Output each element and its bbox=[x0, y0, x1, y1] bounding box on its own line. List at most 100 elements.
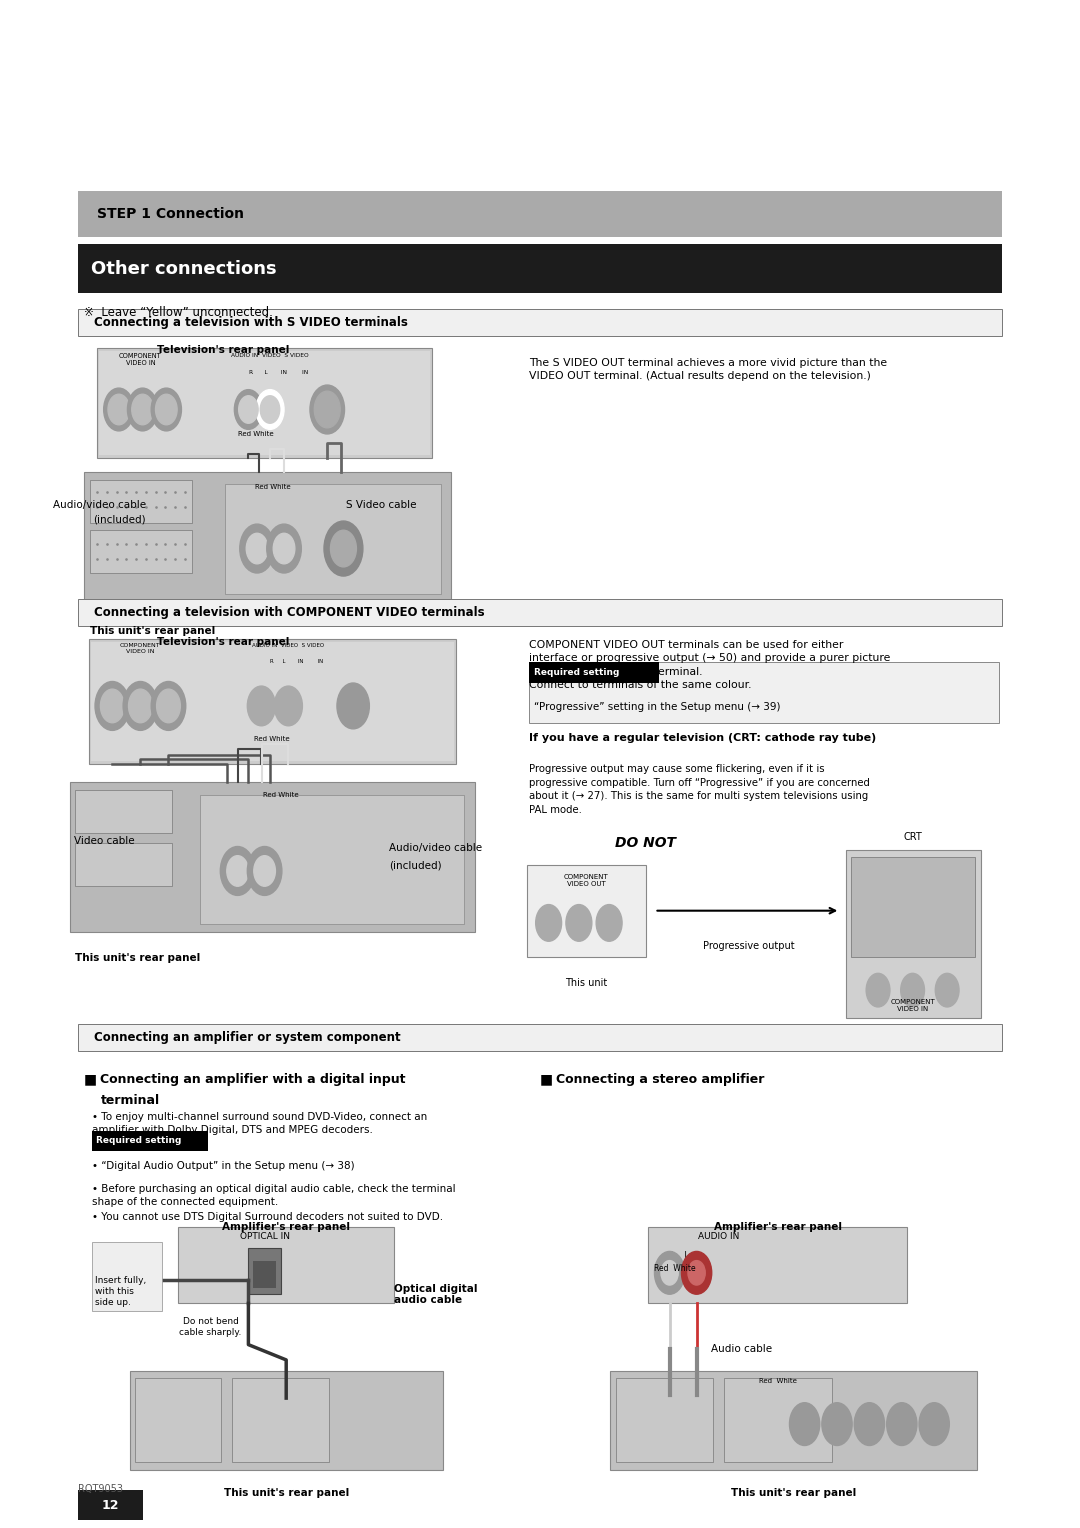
Circle shape bbox=[314, 391, 340, 428]
Circle shape bbox=[227, 856, 248, 886]
Bar bbox=[232, 1378, 329, 1462]
Text: AUDIO IN  VIDEO  S VIDEO: AUDIO IN VIDEO S VIDEO bbox=[231, 353, 309, 358]
Text: Connecting an amplifier with a digital input: Connecting an amplifier with a digital i… bbox=[100, 1073, 406, 1086]
Text: COMPONENT
VIDEO IN: COMPONENT VIDEO IN bbox=[120, 643, 161, 654]
Circle shape bbox=[260, 396, 280, 423]
Circle shape bbox=[789, 1403, 820, 1445]
Circle shape bbox=[661, 1261, 678, 1285]
Text: Progressive output may cause some flickering, even if it is
progressive compatib: Progressive output may cause some flicke… bbox=[529, 764, 870, 814]
Bar bbox=[529, 662, 659, 683]
Text: CRT: CRT bbox=[903, 831, 922, 842]
Circle shape bbox=[919, 1403, 949, 1445]
Circle shape bbox=[108, 394, 130, 425]
Circle shape bbox=[151, 681, 186, 730]
Text: Television's rear panel: Television's rear panel bbox=[157, 345, 289, 356]
Circle shape bbox=[256, 390, 284, 429]
Text: • You cannot use DTS Digital Surround decoders not suited to DVD.: • You cannot use DTS Digital Surround de… bbox=[92, 1212, 443, 1222]
Text: • To enjoy multi-channel surround sound DVD-Video, connect an
amplifier with Dol: • To enjoy multi-channel surround sound … bbox=[92, 1112, 427, 1135]
Circle shape bbox=[566, 905, 592, 941]
Text: If you have a regular television (CRT: cathode ray tube): If you have a regular television (CRT: c… bbox=[529, 733, 877, 744]
Text: Red White: Red White bbox=[264, 792, 298, 798]
Text: (included): (included) bbox=[93, 515, 146, 526]
Circle shape bbox=[273, 533, 295, 564]
Bar bbox=[90, 480, 192, 523]
Text: ※  Leave “Yellow” unconnected.: ※ Leave “Yellow” unconnected. bbox=[84, 306, 273, 319]
Bar bbox=[78, 1490, 143, 1520]
Circle shape bbox=[151, 388, 181, 431]
Circle shape bbox=[234, 390, 262, 429]
Text: R     L       IN        IN: R L IN IN bbox=[270, 659, 324, 663]
Text: This unit's rear panel: This unit's rear panel bbox=[90, 626, 215, 637]
Bar bbox=[846, 850, 981, 1018]
Bar bbox=[529, 662, 999, 723]
Text: • “Digital Audio Output” in the Setup menu (→ 38): • “Digital Audio Output” in the Setup me… bbox=[92, 1161, 354, 1172]
Circle shape bbox=[935, 973, 959, 1007]
Text: Audio/video cable: Audio/video cable bbox=[389, 843, 482, 854]
Circle shape bbox=[95, 681, 130, 730]
Bar bbox=[78, 309, 1002, 336]
Text: (included): (included) bbox=[389, 860, 442, 871]
Text: COMPONENT
VIDEO OUT: COMPONENT VIDEO OUT bbox=[564, 874, 609, 888]
Text: 12: 12 bbox=[102, 1499, 119, 1511]
Text: Do not bend
cable sharply.: Do not bend cable sharply. bbox=[179, 1317, 242, 1337]
Circle shape bbox=[239, 396, 258, 423]
Text: This unit's rear panel: This unit's rear panel bbox=[75, 953, 200, 964]
Circle shape bbox=[324, 521, 363, 576]
Text: DO NOT: DO NOT bbox=[616, 836, 676, 850]
Text: Red  White: Red White bbox=[654, 1264, 696, 1273]
Bar bbox=[78, 191, 1002, 237]
Circle shape bbox=[866, 973, 890, 1007]
Bar bbox=[89, 639, 456, 764]
Circle shape bbox=[157, 689, 180, 723]
Bar bbox=[84, 472, 451, 607]
Text: STEP 1 Connection: STEP 1 Connection bbox=[97, 206, 244, 222]
Circle shape bbox=[330, 530, 356, 567]
Circle shape bbox=[247, 847, 282, 895]
Bar bbox=[724, 1378, 832, 1462]
Circle shape bbox=[267, 524, 301, 573]
Text: Amplifier's rear panel: Amplifier's rear panel bbox=[222, 1222, 350, 1233]
Bar bbox=[648, 1227, 907, 1303]
Bar bbox=[70, 782, 475, 932]
Bar bbox=[97, 348, 432, 458]
Bar bbox=[78, 1024, 1002, 1051]
Text: ■: ■ bbox=[540, 1073, 553, 1086]
Circle shape bbox=[854, 1403, 885, 1445]
Text: Red White: Red White bbox=[239, 431, 273, 437]
Circle shape bbox=[654, 1251, 685, 1294]
Text: Insert fully,
with this
side up.: Insert fully, with this side up. bbox=[95, 1276, 146, 1306]
Bar bbox=[75, 790, 172, 833]
Circle shape bbox=[127, 388, 158, 431]
Text: “Progressive” setting in the Setup menu (→ 39): “Progressive” setting in the Setup menu … bbox=[534, 703, 780, 712]
Text: S Video cable: S Video cable bbox=[346, 500, 416, 510]
Bar bbox=[78, 244, 1002, 293]
Text: This unit's rear panel: This unit's rear panel bbox=[224, 1488, 349, 1499]
Bar bbox=[851, 857, 975, 957]
Text: AUDIO IN: AUDIO IN bbox=[698, 1232, 739, 1241]
Text: Required setting: Required setting bbox=[96, 1137, 181, 1144]
Text: Required setting: Required setting bbox=[534, 668, 619, 677]
Bar bbox=[225, 484, 441, 594]
Bar bbox=[178, 1227, 394, 1303]
Text: ■: ■ bbox=[84, 1073, 97, 1086]
Circle shape bbox=[100, 689, 124, 723]
Text: The S VIDEO OUT terminal achieves a more vivid picture than the
VIDEO OUT termin: The S VIDEO OUT terminal achieves a more… bbox=[529, 358, 888, 380]
Circle shape bbox=[104, 388, 134, 431]
Bar bbox=[253, 1261, 276, 1288]
Text: Progressive output: Progressive output bbox=[703, 941, 794, 952]
Circle shape bbox=[156, 394, 177, 425]
Text: Audio/video cable: Audio/video cable bbox=[53, 500, 146, 510]
Bar bbox=[527, 865, 646, 957]
Text: Optical digital
audio cable: Optical digital audio cable bbox=[394, 1284, 477, 1305]
Text: AUDIO IN  VIDEO  S VIDEO: AUDIO IN VIDEO S VIDEO bbox=[253, 643, 324, 648]
Circle shape bbox=[337, 683, 369, 729]
Bar bbox=[130, 1371, 443, 1470]
Text: terminal: terminal bbox=[100, 1094, 160, 1108]
Bar bbox=[200, 795, 464, 924]
Text: Video cable: Video cable bbox=[75, 836, 135, 847]
Circle shape bbox=[247, 686, 275, 726]
Text: Connecting a television with COMPONENT VIDEO terminals: Connecting a television with COMPONENT V… bbox=[94, 607, 485, 619]
Text: Red White: Red White bbox=[255, 736, 289, 743]
Bar bbox=[91, 642, 454, 761]
Circle shape bbox=[246, 533, 268, 564]
